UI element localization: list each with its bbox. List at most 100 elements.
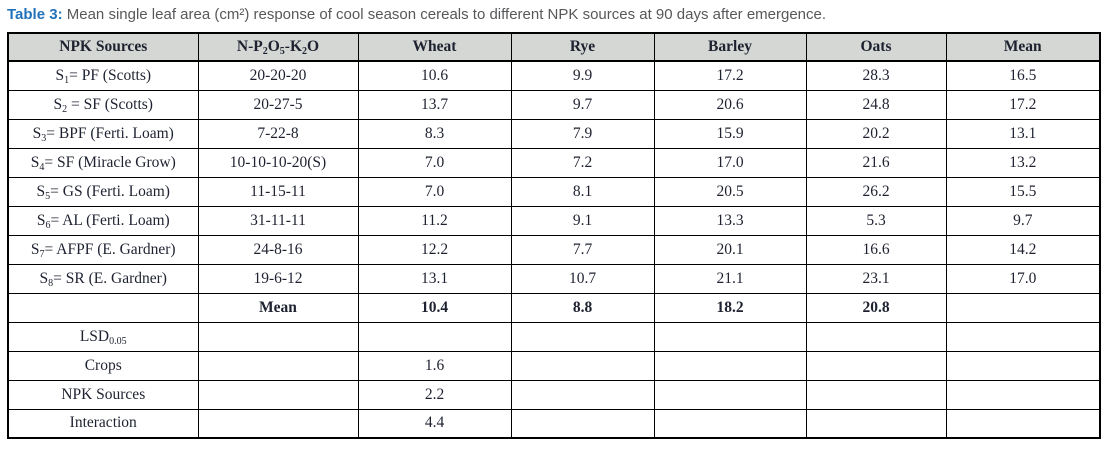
npk-source-cell: S3= BPF (Ferti. Loam) [7, 118, 199, 149]
oats-value-cell [805, 379, 947, 410]
wheat-value-cell: 12.2 [357, 234, 512, 265]
table-row: S8= SR (E. Gardner) 19-6-12 13.1 10.7 21.1 23… [7, 263, 1101, 294]
wheat-value-cell: 13.1 [357, 263, 512, 294]
barley-value-cell: 21.1 [653, 263, 807, 294]
oats-value-cell: 26.2 [805, 176, 947, 207]
table-row: S5= GS (Ferti. Loam) 11-15-11 7.0 8.1 20.5 26… [7, 176, 1101, 207]
mean-value-cell: 15.5 [945, 176, 1101, 207]
barley-value-cell: 20.1 [653, 234, 807, 265]
col-header-barley: Barley [653, 32, 807, 62]
wheat-value-cell: 1.6 [357, 350, 512, 381]
barley-value-cell: 20.6 [653, 89, 807, 120]
oats-value-cell: 24.8 [805, 89, 947, 120]
npk-ratio-cell [197, 321, 359, 352]
col-header-wheat: Wheat [357, 32, 512, 62]
npk-ratio-cell: 31-11-11 [197, 205, 359, 236]
rye-value-cell: 9.7 [510, 89, 655, 120]
rye-value-cell: 7.7 [510, 234, 655, 265]
wheat-value-cell: 7.0 [357, 176, 512, 207]
mean-value-cell: 13.2 [945, 147, 1101, 178]
header-row: NPK Sources N-P2O5-K2O Wheat Rye Barley … [7, 32, 1101, 62]
table-row: S4= SF (Miracle Grow) 10-10-10-20(S) 7.0 7.… [7, 147, 1101, 178]
table-row: Interaction 4.4 [7, 408, 1101, 439]
npk-source-cell: S8= SR (E. Gardner) [7, 263, 199, 294]
npk-ratio-cell: 7-22-8 [197, 118, 359, 149]
npk-source-cell: S7= AFPF (E. Gardner) [7, 234, 199, 265]
oats-value-cell: 28.3 [805, 60, 947, 91]
barley-value-cell: 20.5 [653, 176, 807, 207]
npk-source-cell: Crops [7, 350, 199, 381]
barley-value-cell [653, 321, 807, 352]
wheat-value-cell: 2.2 [357, 379, 512, 410]
col-header-mean: Mean [945, 32, 1101, 62]
mean-value-cell [945, 408, 1101, 439]
col-header-rye: Rye [510, 32, 655, 62]
npk-ratio-cell: 19-6-12 [197, 263, 359, 294]
npk-leaf-area-table: NPK Sources N-P2O5-K2O Wheat Rye Barley … [7, 32, 1101, 439]
wheat-value-cell: 10.4 [357, 292, 512, 323]
wheat-value-cell: 4.4 [357, 408, 512, 439]
col-header-oats: Oats [805, 32, 947, 62]
oats-value-cell: 21.6 [805, 147, 947, 178]
npk-source-cell [7, 292, 199, 323]
mean-value-cell: 17.2 [945, 89, 1101, 120]
npk-source-cell: NPK Sources [7, 379, 199, 410]
mean-value-cell [945, 350, 1101, 381]
table-caption-label: Table 3: [7, 6, 63, 23]
npk-source-cell: S6= AL (Ferti. Loam) [7, 205, 199, 236]
oats-value-cell: 20.2 [805, 118, 947, 149]
rye-value-cell [510, 321, 655, 352]
npk-ratio-cell [197, 379, 359, 410]
rye-value-cell: 9.1 [510, 205, 655, 236]
npk-ratio-cell: 24-8-16 [197, 234, 359, 265]
npk-source-cell: LSD0.05 [7, 321, 199, 352]
npk-ratio-cell: Mean [197, 292, 359, 323]
oats-value-cell: 23.1 [805, 263, 947, 294]
mean-value-cell: 17.0 [945, 263, 1101, 294]
mean-value-cell: 14.2 [945, 234, 1101, 265]
rye-value-cell [510, 350, 655, 381]
rye-value-cell: 8.1 [510, 176, 655, 207]
barley-value-cell: 15.9 [653, 118, 807, 149]
table-row: LSD0.05 [7, 321, 1101, 352]
col-header-npk-sources: NPK Sources [7, 32, 199, 62]
npk-ratio-cell [197, 350, 359, 381]
npk-source-cell: S4= SF (Miracle Grow) [7, 147, 199, 178]
mean-value-cell [945, 379, 1101, 410]
mean-value-cell [945, 292, 1101, 323]
table-row: S7= AFPF (E. Gardner) 24-8-16 12.2 7.7 20.1 1… [7, 234, 1101, 265]
npk-source-cell: S5= GS (Ferti. Loam) [7, 176, 199, 207]
oats-value-cell: 20.8 [805, 292, 947, 323]
table-row: S2 = SF (Scotts) 20-27-5 13.7 9.7 20.6 24.8 17… [7, 89, 1101, 120]
table-row: Mean 10.4 8.8 18.2 20.8 [7, 292, 1101, 323]
rye-value-cell [510, 379, 655, 410]
npk-source-cell: S2 = SF (Scotts) [7, 89, 199, 120]
barley-value-cell: 13.3 [653, 205, 807, 236]
oats-value-cell [805, 321, 947, 352]
table-row: S3= BPF (Ferti. Loam) 7-22-8 8.3 7.9 15.9 20.… [7, 118, 1101, 149]
mean-value-cell: 9.7 [945, 205, 1101, 236]
npk-ratio-cell: 20-20-20 [197, 60, 359, 91]
barley-value-cell: 17.0 [653, 147, 807, 178]
npk-ratio-cell: 20-27-5 [197, 89, 359, 120]
mean-value-cell: 16.5 [945, 60, 1101, 91]
table-caption-text: Mean single leaf area (cm²) response of … [66, 6, 827, 23]
rye-value-cell: 7.2 [510, 147, 655, 178]
mean-value-cell [945, 321, 1101, 352]
oats-value-cell [805, 350, 947, 381]
wheat-value-cell: 11.2 [357, 205, 512, 236]
oats-value-cell: 5.3 [805, 205, 947, 236]
oats-value-cell: 16.6 [805, 234, 947, 265]
barley-value-cell [653, 379, 807, 410]
table-row: NPK Sources 2.2 [7, 379, 1101, 410]
barley-value-cell: 17.2 [653, 60, 807, 91]
wheat-value-cell [357, 321, 512, 352]
table-row: S1= PF (Scotts) 20-20-20 10.6 9.9 17.2 28.3 16… [7, 60, 1101, 91]
wheat-value-cell: 8.3 [357, 118, 512, 149]
wheat-value-cell: 13.7 [357, 89, 512, 120]
table-row: S6= AL (Ferti. Loam) 31-11-11 11.2 9.1 13.3 5… [7, 205, 1101, 236]
rye-value-cell [510, 408, 655, 439]
npk-source-cell: S1= PF (Scotts) [7, 60, 199, 91]
npk-ratio-cell [197, 408, 359, 439]
rye-value-cell: 8.8 [510, 292, 655, 323]
